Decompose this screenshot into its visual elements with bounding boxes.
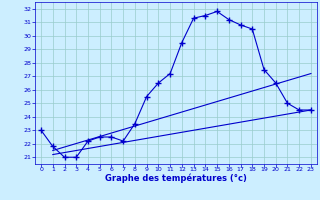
X-axis label: Graphe des températures (°c): Graphe des températures (°c): [105, 174, 247, 183]
